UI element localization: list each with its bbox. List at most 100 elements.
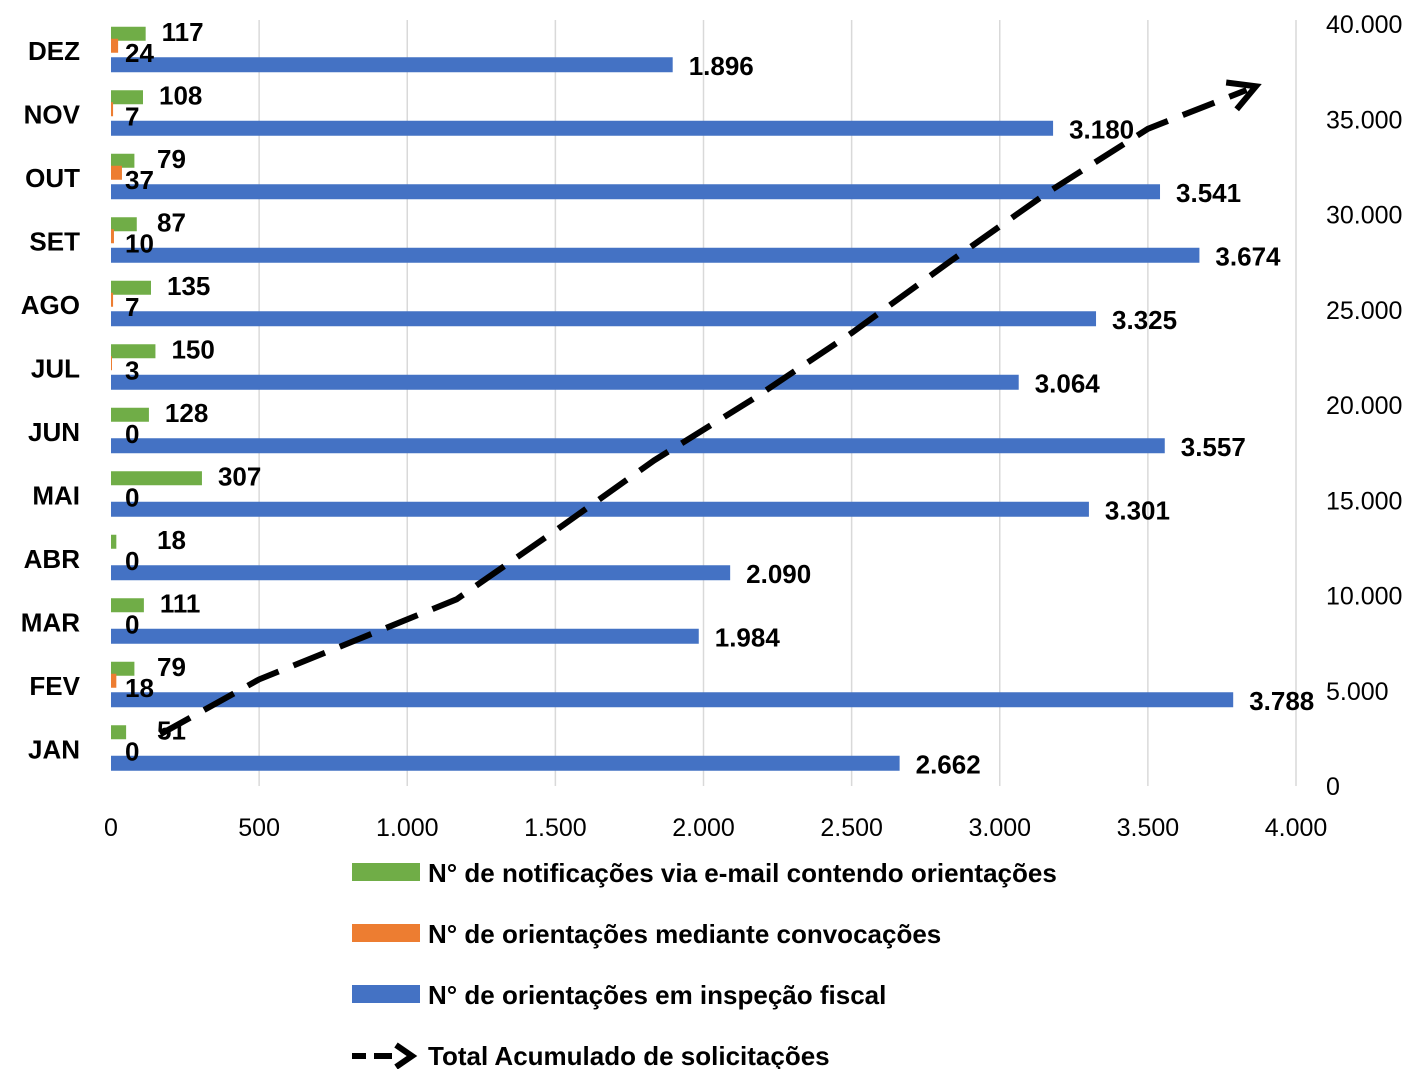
bar-70AD47-dez xyxy=(111,26,146,41)
legend-label: N° de orientações em inspeção fiscal xyxy=(428,980,886,1010)
legend-arrow-icon xyxy=(394,1042,418,1069)
data-label: 3 xyxy=(125,355,139,385)
data-label: 2.662 xyxy=(916,749,981,779)
cumulative-line-path xyxy=(158,87,1248,737)
axes: JAN FEV MAR ABR MAI JUN JUL AGO SET OUT NOV DEZ 0 500… xyxy=(21,11,1403,842)
data-label: 24 xyxy=(125,38,154,68)
x-tick-label: 2.500 xyxy=(820,814,883,842)
data-label: 0 xyxy=(125,419,139,449)
bar-ED7D31-fev xyxy=(111,673,117,688)
bar-ED7D31-ago xyxy=(111,292,114,307)
bar-ED7D31-jul xyxy=(111,356,112,371)
category-label: ABR xyxy=(24,544,81,574)
data-label: 10 xyxy=(125,228,154,258)
bar-4472C4-abr xyxy=(111,565,731,581)
arrow-head-icon xyxy=(1225,79,1262,112)
category-label: OUT xyxy=(25,163,80,193)
y2-tick-label: 0 xyxy=(1326,773,1340,801)
y2-tick-label: 40.000 xyxy=(1326,11,1402,39)
data-label: 307 xyxy=(218,461,261,491)
data-labels: 5179111183071281501358779108117018000037… xyxy=(125,17,1314,780)
data-label: 108 xyxy=(159,80,202,110)
data-label: 51 xyxy=(157,715,186,745)
data-label: 0 xyxy=(125,546,139,576)
bar-70AD47-abr xyxy=(111,534,117,549)
x-tick-label: 4.000 xyxy=(1265,814,1328,842)
data-label: 3.541 xyxy=(1176,178,1241,208)
category-label: MAI xyxy=(32,480,80,510)
x-tick-label: 1.500 xyxy=(524,814,587,842)
y2-tick-label: 10.000 xyxy=(1326,583,1402,611)
bar-4472C4-fev xyxy=(111,692,1234,708)
data-label: 128 xyxy=(165,398,208,428)
bar-ED7D31-set xyxy=(111,229,114,244)
data-label: 111 xyxy=(160,588,201,618)
data-label: 3.788 xyxy=(1249,686,1314,716)
x-tick-label: 1.000 xyxy=(376,814,439,842)
data-label: 3.557 xyxy=(1181,432,1246,462)
data-label: 18 xyxy=(125,673,154,703)
category-label: NOV xyxy=(24,99,81,129)
bar-4472C4-jul xyxy=(111,374,1019,390)
legend-swatch xyxy=(352,924,420,942)
category-label: JUN xyxy=(28,417,80,447)
bar-4472C4-set xyxy=(111,247,1200,263)
data-label: 117 xyxy=(162,17,204,47)
x-tick-label: 3.500 xyxy=(1117,814,1180,842)
y2-tick-label: 35.000 xyxy=(1326,106,1402,134)
bar-4472C4-ago xyxy=(111,311,1097,327)
data-label: 3.674 xyxy=(1215,241,1281,271)
y2-tick-label: 5.000 xyxy=(1326,678,1389,706)
bar-70AD47-jan xyxy=(111,725,127,740)
bar-series xyxy=(111,26,1234,771)
data-label: 1.896 xyxy=(689,51,754,81)
legend-label: Total Acumulado de solicitações xyxy=(428,1041,830,1069)
legend-swatch xyxy=(352,863,420,881)
bar-4472C4-out xyxy=(111,184,1161,200)
category-label: MAR xyxy=(21,607,80,637)
data-label: 3.180 xyxy=(1069,114,1134,144)
x-tick-label: 3.000 xyxy=(968,814,1031,842)
legend-label: N° de orientações mediante convocações xyxy=(428,919,941,949)
bar-4472C4-jan xyxy=(111,755,900,771)
bar-ED7D31-dez xyxy=(111,38,119,53)
legend-swatch xyxy=(352,985,420,1003)
y2-tick-label: 20.000 xyxy=(1326,392,1402,420)
x-tick-label: 2.000 xyxy=(672,814,735,842)
bar-4472C4-mar xyxy=(111,628,699,644)
bar-70AD47-set xyxy=(111,217,137,232)
x-tick-label: 500 xyxy=(238,814,280,842)
gridlines xyxy=(258,20,1297,786)
data-label: 0 xyxy=(125,736,139,766)
bar-70AD47-mar xyxy=(111,598,144,613)
x-tick-label: 0 xyxy=(104,814,118,842)
category-label: SET xyxy=(29,226,80,256)
data-label: 2.090 xyxy=(746,559,811,589)
bar-ED7D31-out xyxy=(111,165,122,180)
data-label: 87 xyxy=(157,207,186,237)
legend: N° de notificações via e-mail contendo o… xyxy=(352,858,1057,1069)
data-label: 150 xyxy=(171,334,214,364)
data-label: 3.301 xyxy=(1105,495,1170,525)
data-label: 7 xyxy=(125,101,139,131)
data-label: 7 xyxy=(125,292,139,322)
bar-70AD47-ago xyxy=(111,280,151,295)
data-label: 135 xyxy=(167,271,210,301)
bar-4472C4-jun xyxy=(111,438,1165,454)
y2-tick-label: 30.000 xyxy=(1326,202,1402,230)
bar-70AD47-mai xyxy=(111,471,202,486)
category-label: AGO xyxy=(21,290,80,320)
data-label: 3.325 xyxy=(1112,305,1177,335)
category-label: JUL xyxy=(31,353,80,383)
bar-70AD47-jun xyxy=(111,407,149,422)
bar-4472C4-dez xyxy=(111,57,673,73)
bar-ED7D31-nov xyxy=(111,102,114,117)
bar-70AD47-fev xyxy=(111,661,135,676)
bar-70AD47-nov xyxy=(111,90,143,105)
data-label: 37 xyxy=(125,165,154,195)
data-label: 79 xyxy=(157,652,186,682)
data-label: 1.984 xyxy=(715,622,781,652)
category-label: FEV xyxy=(29,671,80,701)
